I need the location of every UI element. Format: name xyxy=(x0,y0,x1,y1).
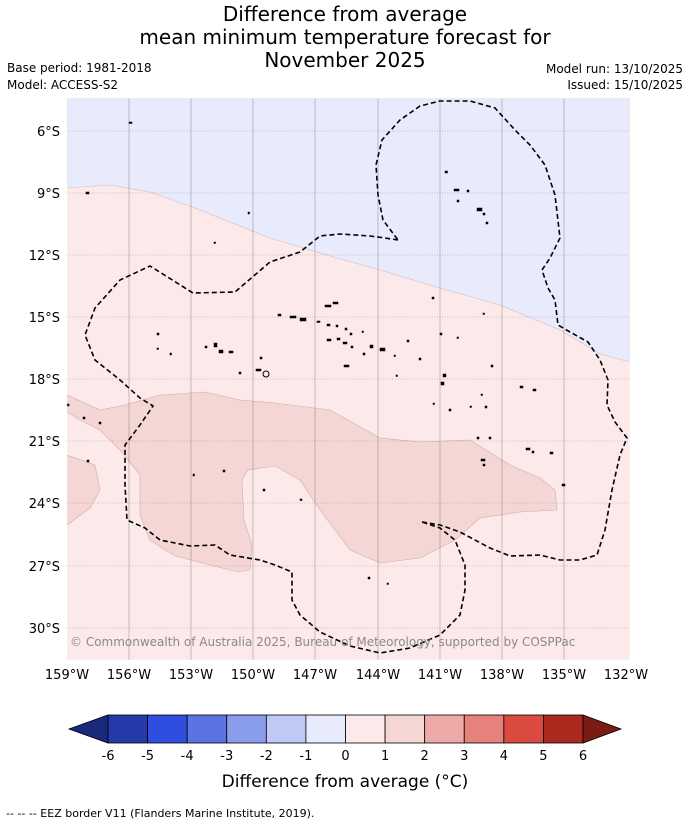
colorbar-swatch xyxy=(107,714,148,744)
colorbar-swatch xyxy=(384,714,426,744)
issued-date: Issued: 15/10/2025 xyxy=(567,78,683,92)
eez-border-french-polynesia xyxy=(84,233,466,654)
colorbar-tick-label: 2 xyxy=(421,749,429,764)
lon-tick-label: 159°W xyxy=(45,668,89,683)
colorbar-over-arrow xyxy=(582,714,623,744)
anomaly-minus1-to-0-region xyxy=(67,98,630,363)
lat-tick-label: 18°S xyxy=(29,373,60,388)
colorbar-tick-label: 0 xyxy=(341,749,349,764)
colorbar-swatch xyxy=(424,714,465,744)
lat-lon-grid xyxy=(67,98,630,660)
colorbar-tick-label: 4 xyxy=(500,749,508,764)
colorbar-tick-label: -2 xyxy=(260,749,273,764)
model-name: Model: ACCESS-S2 xyxy=(7,78,119,92)
colorbar-tick-label: 6 xyxy=(579,749,587,764)
anomaly-1-to-2-region-southwest xyxy=(67,454,101,526)
eez-footnote: -- -- -- EEZ border V11 (Flanders Marine… xyxy=(6,807,315,820)
colorbar-swatch xyxy=(186,714,228,744)
colorbar-swatch xyxy=(265,714,307,744)
latitude-labels: 6°S 9°S 12°S 15°S 18°S 21°S 24°S 27°S 30… xyxy=(29,125,60,637)
colorbar-tick-label: -1 xyxy=(299,749,312,764)
lat-tick-label: 24°S xyxy=(29,497,60,512)
eez-borders xyxy=(84,100,628,654)
islands xyxy=(66,121,566,585)
colorbar-swatch xyxy=(345,714,386,744)
lon-tick-label: 135°W xyxy=(542,668,586,683)
lat-tick-label: 30°S xyxy=(29,622,60,637)
colorbar-swatch xyxy=(226,714,267,744)
lon-tick-label: 156°W xyxy=(107,668,151,683)
colorbar-under-arrow xyxy=(67,714,109,744)
lat-tick-label: 9°S xyxy=(37,187,60,202)
lat-tick-label: 12°S xyxy=(29,249,60,264)
colorbar-swatch xyxy=(463,714,505,744)
model-run: Model run: 13/10/2025 xyxy=(545,62,683,76)
lat-tick-label: 15°S xyxy=(29,311,60,326)
colorbar-tick-label: -3 xyxy=(220,749,233,764)
lon-tick-label: 144°W xyxy=(356,668,400,683)
copyright-notice: © Commonwealth of Australia 2025, Bureau… xyxy=(70,635,575,649)
colorbar-tick-label: 5 xyxy=(539,749,547,764)
base-period: Base period: 1981-2018 xyxy=(7,61,152,75)
lat-tick-label: 21°S xyxy=(29,435,60,450)
colorbar-tick-label: -6 xyxy=(102,749,115,764)
title-line-2: mean minimum temperature forecast for xyxy=(139,25,551,49)
title-line-3: November 2025 xyxy=(264,48,426,72)
colorbar-swatch xyxy=(305,714,346,744)
colorbar-tick-label: 3 xyxy=(460,749,468,764)
title-line-1: Difference from average xyxy=(222,2,468,26)
colorbar-tick-label: -4 xyxy=(181,749,194,764)
lon-tick-label: 141°W xyxy=(418,668,462,683)
colorbar-tick-label: 1 xyxy=(381,749,389,764)
lat-tick-label: 27°S xyxy=(29,560,60,575)
colorbar-label: Difference from average (°C) xyxy=(221,772,469,792)
colorbar-tick-label: -5 xyxy=(141,749,154,764)
lon-tick-label: 132°W xyxy=(604,668,648,683)
colorbar-swatch xyxy=(543,714,584,744)
colorbar: -6 -5 -4 -3 -2 -1 0 1 2 3 4 5 6 xyxy=(67,714,623,764)
longitude-labels: 159°W 156°W 153°W 150°W 147°W 144°W 141°… xyxy=(45,668,648,683)
lat-tick-label: 6°S xyxy=(37,125,60,140)
lon-tick-label: 150°W xyxy=(231,668,275,683)
colorbar-swatch xyxy=(147,714,188,744)
colorbar-swatch xyxy=(503,714,544,744)
map-frame xyxy=(66,97,631,661)
lon-tick-label: 138°W xyxy=(480,668,524,683)
lon-tick-label: 153°W xyxy=(169,668,213,683)
lon-tick-label: 147°W xyxy=(293,668,337,683)
eez-border-south xyxy=(375,100,628,561)
